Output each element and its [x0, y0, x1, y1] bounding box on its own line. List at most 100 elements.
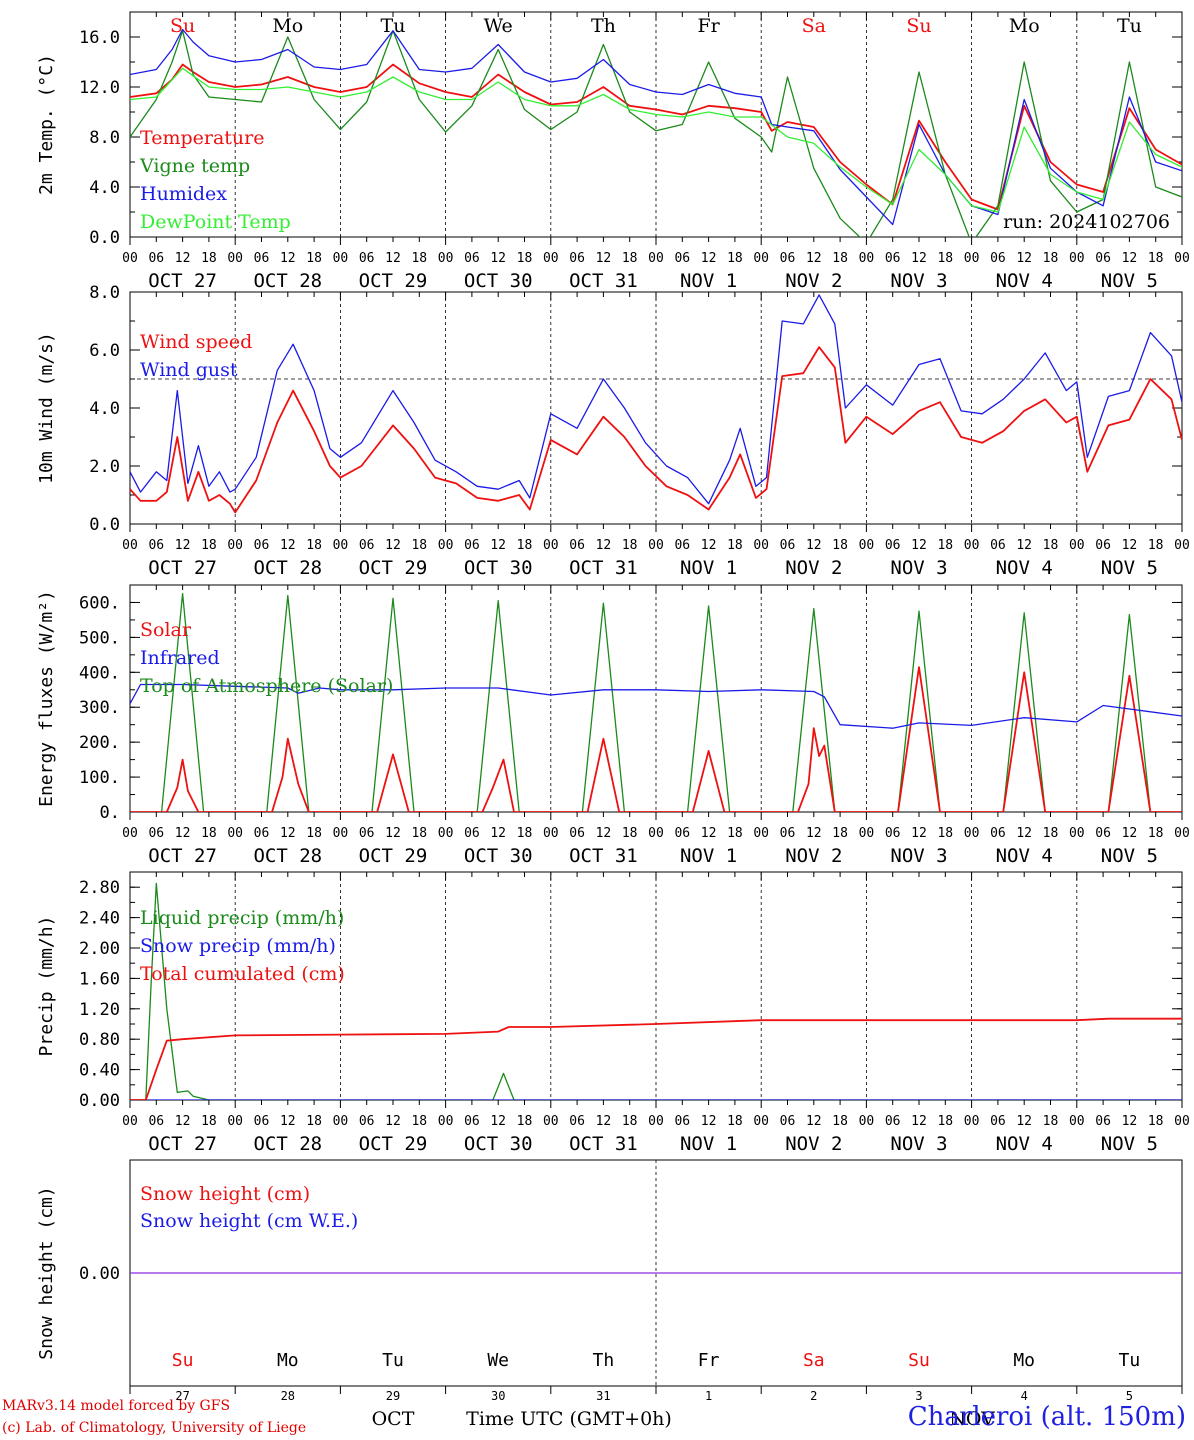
- y-tick-label: 2.40: [79, 909, 120, 929]
- date-label: NOV 2: [785, 557, 842, 579]
- y-tick-label: 2.00: [79, 939, 120, 959]
- date-label: OCT 28: [253, 1133, 322, 1155]
- hour-tick-label: 18: [1148, 251, 1164, 266]
- hour-tick-label: 06: [148, 826, 164, 841]
- y-tick-label: 200.: [79, 733, 120, 753]
- day-number: 28: [281, 1389, 295, 1403]
- hour-tick-label: 18: [622, 826, 638, 841]
- y-tick-label: 400.: [79, 663, 120, 683]
- day-number: 27: [175, 1389, 189, 1403]
- hour-tick-label: 00: [227, 1114, 243, 1129]
- day-name: Su: [906, 15, 931, 37]
- day-name: Fr: [697, 15, 720, 37]
- chart-panel-4: 00 06 12 18 00 06 12 18 00 06 12 18 00 06 12 18 00 06 12 18…: [36, 871, 1190, 1155]
- hour-tick-label: 18: [1148, 826, 1164, 841]
- hour-tick-label: 06: [569, 538, 585, 553]
- chart-panel-1: 00 06 12 18 00 06 12 18 00 06 12 18 00 06 12 18 00 06 12 18…: [36, 11, 1190, 292]
- date-label: NOV 1: [680, 270, 737, 292]
- lab-credit: (c) Lab. of Climatology, University of L…: [2, 1420, 307, 1436]
- hour-tick-label: 00: [1174, 826, 1190, 841]
- hour-tick-label: 00: [1069, 251, 1085, 266]
- date-label: OCT 29: [359, 557, 428, 579]
- hour-tick-label: 00: [859, 1114, 875, 1129]
- hour-tick-label: 18: [727, 251, 743, 266]
- y-tick-label: 300.: [79, 698, 120, 718]
- y-tick-label: 0.0: [89, 515, 120, 535]
- day-number: 31: [596, 1389, 610, 1403]
- day-name: Th: [591, 15, 616, 37]
- hour-tick-label: 06: [464, 826, 480, 841]
- date-label: OCT 27: [148, 845, 217, 867]
- hour-tick-label: 00: [859, 538, 875, 553]
- run-annotation: run: 2024102706: [1003, 211, 1170, 233]
- day-name: Tu: [1117, 15, 1142, 37]
- hour-tick-label: 06: [1095, 1114, 1111, 1129]
- hour-tick-label: 06: [1095, 538, 1111, 553]
- hour-tick-label: 06: [254, 826, 270, 841]
- hour-tick-label: 12: [385, 538, 401, 553]
- hour-tick-label: 00: [543, 826, 559, 841]
- hour-tick-label: 00: [227, 251, 243, 266]
- date-label: OCT 30: [464, 557, 533, 579]
- hour-tick-label: 00: [333, 538, 349, 553]
- hour-tick-label: 18: [622, 251, 638, 266]
- y-tick-label: 1.20: [79, 1000, 120, 1020]
- hour-tick-label: 12: [175, 826, 191, 841]
- date-label: OCT 28: [253, 845, 322, 867]
- hour-tick-label: 12: [1122, 538, 1138, 553]
- y-tick-label: 4.0: [89, 399, 120, 419]
- series-line-wind-speed: [130, 346, 1182, 514]
- hour-tick-label: 12: [701, 538, 717, 553]
- hour-tick-label: 12: [1016, 251, 1032, 266]
- hour-tick-label: 18: [937, 538, 953, 553]
- series-group: [130, 593, 1182, 812]
- hour-tick-label: 18: [1043, 251, 1059, 266]
- hour-tick-label: 00: [648, 251, 664, 266]
- series-line-infrared: [130, 683, 1182, 729]
- hour-tick-label: 12: [175, 538, 191, 553]
- legend-entry: Vigne temp: [139, 155, 250, 177]
- hour-tick-label: 00: [333, 251, 349, 266]
- hour-tick-label: 06: [254, 251, 270, 266]
- hour-tick-label: 12: [911, 1114, 927, 1129]
- legend-entry: Humidex: [140, 183, 227, 205]
- hour-tick-label: 18: [727, 826, 743, 841]
- day-number: 3: [915, 1389, 922, 1403]
- hour-tick-label: 12: [490, 251, 506, 266]
- hour-tick-label: 06: [359, 251, 375, 266]
- hour-tick-label: 18: [832, 826, 848, 841]
- y-tick-label: 100.: [79, 768, 120, 788]
- hour-tick-label: 18: [937, 1114, 953, 1129]
- hour-tick-label: 06: [359, 1114, 375, 1129]
- legend-entry: Total cumulated (cm): [140, 963, 345, 985]
- hour-tick-label: 06: [885, 251, 901, 266]
- y-axis-label: Energy fluxes (W/m²): [36, 590, 57, 807]
- hour-tick-label: 18: [622, 1114, 638, 1129]
- hour-tick-label: 18: [411, 1114, 427, 1129]
- day-number: 1: [705, 1389, 712, 1403]
- hour-tick-label: 00: [122, 251, 138, 266]
- hour-tick-label: 00: [1174, 251, 1190, 266]
- y-tick-label: 4.0: [89, 178, 120, 198]
- hour-tick-label: 06: [885, 1114, 901, 1129]
- date-label: OCT 31: [569, 557, 638, 579]
- date-label: NOV 2: [785, 1133, 842, 1155]
- date-label: NOV 5: [1101, 1133, 1158, 1155]
- hour-tick-label: 18: [306, 251, 322, 266]
- hour-tick-label: 18: [1043, 538, 1059, 553]
- hour-tick-label: 12: [385, 826, 401, 841]
- hour-tick-label: 12: [806, 826, 822, 841]
- hour-tick-label: 00: [859, 251, 875, 266]
- y-tick-label: 12.0: [79, 78, 120, 98]
- hour-tick-label: 12: [701, 826, 717, 841]
- hour-tick-label: 06: [359, 826, 375, 841]
- hour-tick-label: 00: [543, 538, 559, 553]
- series-group: [130, 28, 1182, 237]
- hour-tick-label: 06: [674, 538, 690, 553]
- series-line-wind-gust: [130, 294, 1182, 505]
- hour-tick-label: 12: [490, 1114, 506, 1129]
- hour-tick-label: 00: [227, 538, 243, 553]
- hour-tick-label: 00: [1069, 826, 1085, 841]
- y-tick-label: 8.0: [89, 283, 120, 303]
- hour-tick-label: 12: [1122, 251, 1138, 266]
